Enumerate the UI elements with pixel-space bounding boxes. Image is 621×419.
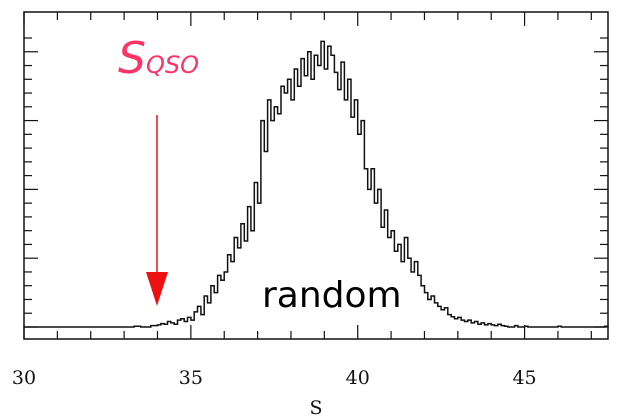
- s-qso-label-main: S: [118, 33, 146, 84]
- x-axis-title: S: [309, 397, 322, 419]
- s-qso-arrow-head: [146, 272, 168, 306]
- x-tick-label: 40: [346, 367, 370, 389]
- x-tick-label: 35: [179, 367, 203, 389]
- plot-frame: [23, 11, 609, 340]
- s-qso-label-sub: QSO: [146, 51, 199, 79]
- x-tick-labels: 30 35 40 45: [12, 367, 537, 389]
- histogram-series: [24, 40, 609, 328]
- x-tick-label: 30: [12, 367, 36, 389]
- random-label: random: [262, 275, 402, 316]
- s-qso-label: SQSO: [118, 33, 199, 84]
- x-tick-label: 45: [512, 367, 536, 389]
- s-qso-annotation: SQSO: [118, 33, 199, 306]
